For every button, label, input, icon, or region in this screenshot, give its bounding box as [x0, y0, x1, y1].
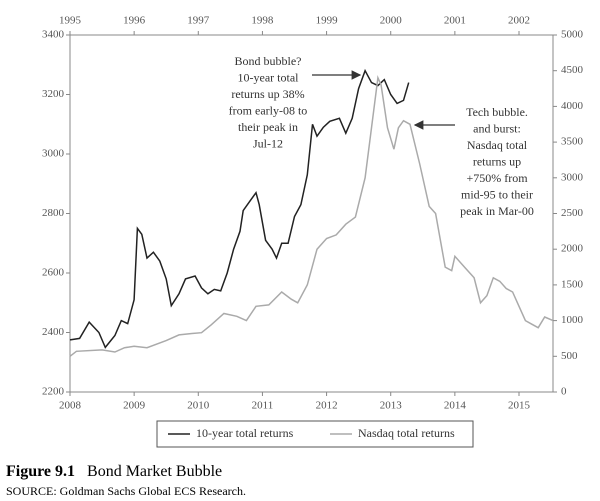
y-tick-label: 3000: [42, 148, 65, 160]
annotation: +750% from: [466, 171, 528, 185]
y-tick-label: 2200: [42, 386, 65, 398]
y2-tick-label: 1500: [561, 278, 584, 290]
caption-label: Figure 9.1: [6, 463, 75, 480]
annotation: returns up: [473, 154, 521, 168]
source: SOURCE: Goldman Sachs Global ECS Researc…: [6, 484, 246, 498]
y2-tick-label: 2500: [561, 207, 584, 219]
x-tick-label: 2008: [59, 400, 82, 412]
annotation: Bond bubble?: [235, 54, 302, 68]
x-tick-label: 2011: [252, 400, 274, 412]
annotation: their peak in: [238, 120, 298, 134]
series-line: [69, 75, 554, 357]
annotation: and burst:: [473, 121, 521, 135]
x-tick-label: 2015: [508, 400, 531, 412]
y2-tick-label: 3500: [561, 136, 584, 148]
legend-box: [156, 420, 474, 448]
y-tick-label: 3200: [42, 88, 65, 100]
y2-tick-label: 3000: [561, 171, 584, 183]
y-tick-label: 2400: [42, 326, 65, 338]
y-tick-label: 2800: [42, 207, 65, 219]
annotation: 10-year total: [238, 70, 300, 84]
caption: Figure 9.1 Bond Market Bubble: [6, 463, 222, 480]
y-tick-label: 2600: [42, 267, 65, 279]
y2-tick-label: 0: [561, 386, 567, 398]
x-tick-label: 2013: [380, 400, 403, 412]
x-tick-label: 2010: [187, 400, 210, 412]
x2-tick-label: 1997: [187, 15, 210, 27]
x2-tick-label: 2001: [444, 15, 466, 27]
annotation: returns up 38%: [231, 87, 304, 101]
x-tick-label: 2014: [444, 400, 467, 412]
y2-tick-label: 1000: [561, 314, 584, 326]
annotation: mid-95 to their: [461, 187, 533, 201]
annotation: peak in Mar-00: [460, 204, 534, 218]
legend-label: Nasdaq total returns: [358, 426, 455, 440]
caption-title: Bond Market Bubble: [87, 463, 222, 480]
legend-label: 10-year total returns: [196, 426, 294, 440]
y2-tick-label: 500: [561, 350, 578, 362]
x-tick-label: 2009: [123, 400, 146, 412]
x2-tick-label: 1995: [59, 15, 82, 27]
y2-tick-label: 4500: [561, 64, 584, 76]
annotation: from early-08 to: [229, 103, 308, 117]
x2-tick-label: 1998: [251, 15, 274, 27]
x2-tick-label: 2000: [380, 15, 403, 27]
annotation: Tech bubble.: [466, 105, 528, 119]
x2-tick-label: 2002: [508, 15, 530, 27]
y2-tick-label: 4000: [561, 100, 584, 112]
y2-tick-label: 2000: [561, 243, 584, 255]
series-line: [69, 68, 410, 349]
annotation: Nasdaq total: [467, 138, 528, 152]
x2-tick-label: 1999: [316, 15, 339, 27]
x2-tick-label: 1996: [123, 15, 146, 27]
y-tick-label: 3400: [42, 29, 65, 41]
y2-tick-label: 5000: [561, 29, 584, 41]
x-tick-label: 2012: [316, 400, 338, 412]
annotation: Jul-12: [253, 136, 283, 150]
